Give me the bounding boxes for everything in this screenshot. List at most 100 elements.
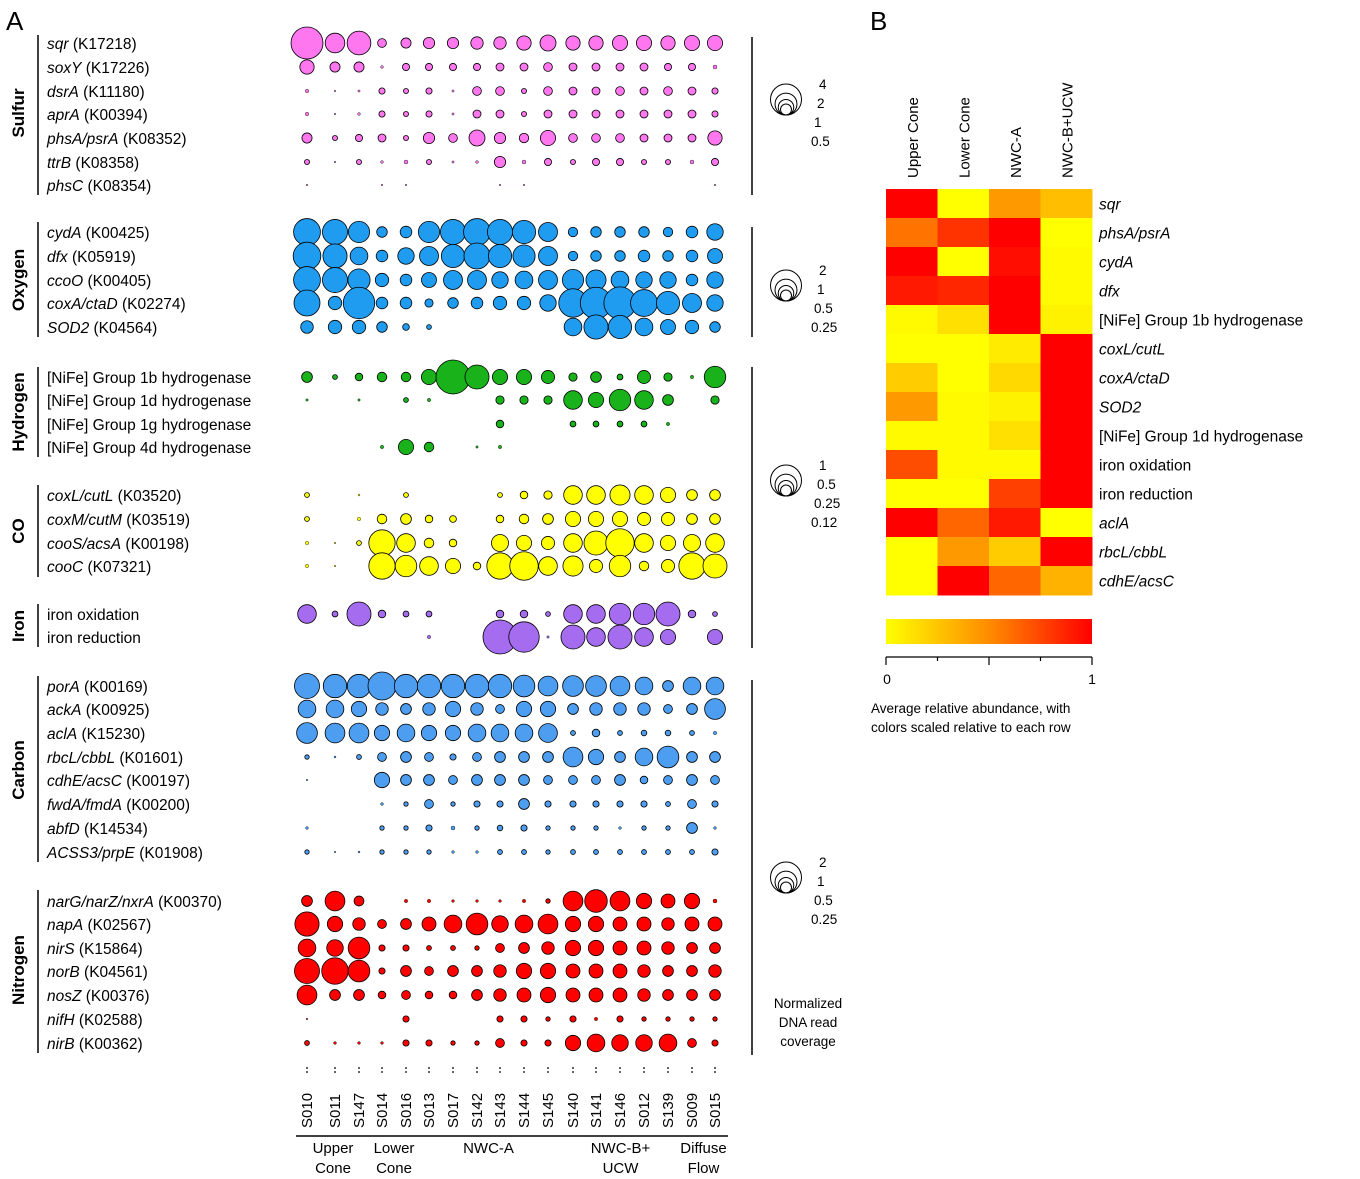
bubble — [662, 965, 674, 977]
gene-label: sqr (K17218) — [47, 36, 137, 53]
bubble — [662, 226, 674, 238]
colorbar-tick-label: 1 — [1088, 671, 1096, 687]
bubble — [495, 419, 505, 429]
heatmap-cell — [1040, 305, 1093, 335]
heatmap-cell — [937, 218, 990, 248]
bubble — [425, 1039, 433, 1047]
bubble — [685, 273, 699, 287]
bubble — [440, 243, 466, 269]
bubble — [640, 420, 648, 428]
bubble — [497, 849, 503, 855]
bubble — [347, 959, 371, 983]
bubble — [326, 915, 344, 933]
bubble — [377, 919, 387, 929]
heatmap-row-label: aclA — [1099, 516, 1129, 533]
sample-label: S141 — [588, 1093, 605, 1128]
bubble — [416, 673, 442, 699]
bubble — [292, 241, 322, 271]
bubble — [331, 610, 339, 618]
bubble — [301, 132, 313, 144]
bubble — [637, 702, 651, 716]
heatmap: Upper Cone Lower Cone NWC-A NWC-B+UCW sqr phs… — [871, 82, 1303, 735]
bubble — [352, 917, 366, 931]
bubble — [450, 945, 456, 951]
bubble — [494, 751, 506, 763]
bubble — [591, 775, 601, 785]
bubble — [334, 851, 337, 854]
bubble — [493, 988, 507, 1002]
bubble — [686, 774, 698, 786]
bubble — [450, 801, 456, 807]
bubble — [349, 246, 369, 266]
bubble — [493, 964, 507, 978]
bubble — [325, 699, 345, 719]
sample-label: S015 — [707, 1093, 724, 1128]
heatmap-cell — [937, 566, 990, 596]
bubble — [350, 700, 368, 718]
bubble — [665, 159, 671, 165]
bubble — [299, 59, 315, 75]
bubble — [614, 250, 626, 262]
bubble — [402, 63, 410, 71]
bubble — [296, 722, 318, 744]
category-label: Carbon — [9, 740, 28, 800]
bubble — [705, 533, 725, 553]
bubble — [306, 1018, 309, 1021]
bubble — [293, 266, 321, 294]
bubble — [656, 745, 680, 769]
bubble — [375, 249, 389, 263]
bubble — [402, 610, 410, 618]
sample-label: S012 — [636, 1093, 653, 1128]
heatmap-cell — [1040, 392, 1093, 422]
bubble — [353, 61, 365, 73]
bubble — [324, 32, 346, 54]
gene-label: ttrB (K08358) — [47, 155, 139, 172]
bubble — [543, 62, 553, 72]
bubble — [518, 513, 530, 525]
bubble — [321, 957, 349, 985]
bubble — [711, 87, 719, 95]
bubble — [612, 963, 628, 979]
bubble-chart: Sulfur sqr (K17218) soxY (K17226) dsrA (K11… — [9, 26, 842, 1177]
bubble — [685, 249, 699, 263]
bubble — [451, 89, 455, 93]
gene-label: nirB (K00362) — [47, 1036, 143, 1053]
bubble — [405, 183, 408, 186]
heatmap-cell — [989, 276, 1041, 306]
bubble — [711, 800, 719, 808]
gene-label: porA (K00169) — [46, 679, 148, 696]
heatmap-cell — [1040, 334, 1093, 364]
bubble — [342, 286, 376, 320]
bubble — [494, 774, 506, 786]
heatmap-cell — [937, 334, 990, 364]
bubble — [380, 160, 384, 164]
bubble — [569, 420, 577, 428]
gene-label: napA (K02567) — [47, 917, 151, 934]
bubble — [496, 800, 504, 808]
bubble — [687, 799, 697, 809]
bubble — [426, 324, 432, 330]
bubble — [518, 798, 530, 810]
size-legend-value: 0.25 — [811, 320, 837, 335]
bubble — [427, 899, 431, 903]
bubble — [565, 510, 582, 527]
bubble — [443, 270, 463, 290]
bubble — [296, 984, 318, 1006]
bubble — [544, 1039, 552, 1047]
size-legend-value: 1 — [817, 282, 825, 297]
bubble — [515, 962, 533, 980]
bubble — [583, 314, 609, 340]
size-legend-caption: DNA read — [779, 1015, 838, 1030]
bubble — [322, 267, 348, 293]
gene-label: fwdA/fmdA (K00200) — [47, 797, 190, 814]
bubble — [425, 87, 433, 95]
heatmap-row-label: iron reduction — [1099, 487, 1193, 504]
bubble — [475, 850, 479, 854]
bubble — [516, 987, 532, 1003]
heatmap-cell — [989, 566, 1041, 596]
bubble — [570, 849, 576, 855]
heatmap-cell — [1040, 276, 1093, 306]
bubble — [487, 673, 513, 699]
category-label: CO — [9, 518, 28, 544]
gene-label: cydA (K00425) — [47, 225, 150, 242]
